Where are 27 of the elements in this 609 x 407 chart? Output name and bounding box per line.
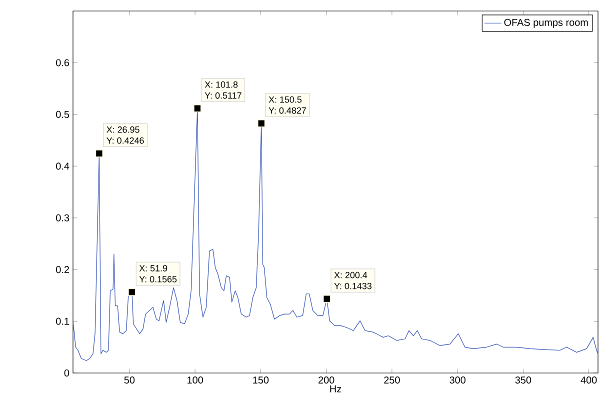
- x-tick-label: 200: [318, 376, 334, 384]
- x-tick-label: 400: [580, 376, 597, 384]
- annotation: X: 150.5: [268, 96, 302, 103]
- annotation: Y: 0.5117: [204, 92, 242, 99]
- annotation: Y: 0.1565: [139, 276, 177, 282]
- annotation: Y: 0.4827: [268, 107, 306, 114]
- y-tick-label: 0.6: [56, 59, 70, 66]
- y-tick-label: 0.5: [56, 110, 70, 118]
- x-tick-label: 50: [124, 376, 135, 384]
- annotation: X: 26.95: [106, 126, 140, 133]
- y-tick-label: 0.1: [56, 318, 69, 325]
- y-tick-label: 0.4: [56, 162, 70, 170]
- x-tick-label: 150: [253, 376, 269, 384]
- annotation: X: 101.8: [204, 81, 238, 88]
- x-tick-label: 350: [515, 376, 532, 384]
- x-tick-label: 250: [384, 376, 400, 384]
- x-tick-label: 100: [188, 376, 203, 384]
- annotation: X: 200.4: [334, 272, 368, 278]
- legend-label: OFAS pumps room: [504, 18, 588, 28]
- annotation: X: 51.9: [139, 265, 168, 272]
- y-tick-label: 0: [64, 369, 70, 377]
- annotation: Y: 0.4246: [106, 137, 144, 144]
- x-tick-label: 300: [450, 376, 466, 384]
- y-tick-label: 0.2: [56, 266, 69, 274]
- annotation: Y: 0.1433: [334, 282, 372, 290]
- y-tick-label: 0.3: [56, 214, 70, 222]
- x-axis-title: Hz: [330, 385, 342, 392]
